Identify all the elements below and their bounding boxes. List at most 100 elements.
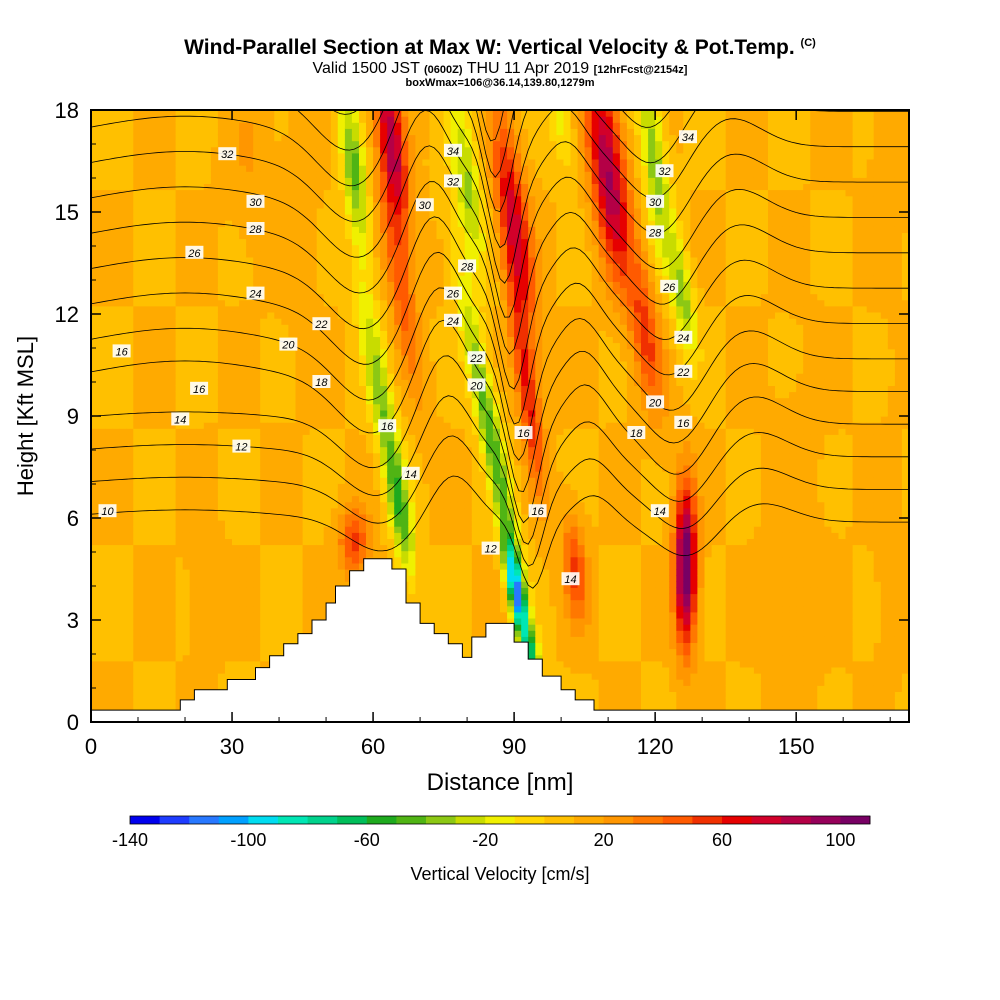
velocity-cell <box>168 673 177 680</box>
velocity-cell <box>210 232 219 240</box>
velocity-cell <box>302 152 311 160</box>
velocity-cell <box>217 275 226 282</box>
velocity-cell <box>217 171 226 178</box>
velocity-cell <box>295 581 304 588</box>
velocity-cell <box>323 385 332 393</box>
velocity-cell <box>232 458 240 466</box>
velocity-cell <box>380 226 388 233</box>
velocity-cell <box>274 477 282 484</box>
velocity-cell <box>401 342 409 350</box>
velocity-cell <box>154 379 163 386</box>
velocity-cell <box>330 287 339 295</box>
velocity-cell <box>274 354 282 362</box>
velocity-cell <box>401 428 409 435</box>
velocity-cell <box>133 599 141 607</box>
velocity-cell <box>126 189 134 197</box>
velocity-cell <box>436 599 445 607</box>
velocity-cell <box>196 483 205 490</box>
velocity-cell <box>133 691 141 699</box>
velocity-cell <box>401 226 409 233</box>
velocity-cell <box>295 538 304 546</box>
velocity-cell <box>436 556 445 564</box>
velocity-cell <box>147 342 156 350</box>
velocity-cell <box>253 128 261 136</box>
velocity-cell <box>302 403 311 411</box>
velocity-cell <box>182 495 191 503</box>
velocity-cell <box>344 220 353 227</box>
velocity-cell <box>373 165 381 172</box>
velocity-cell <box>119 624 127 631</box>
velocity-cell <box>182 434 191 442</box>
velocity-cell <box>344 318 353 325</box>
velocity-cell <box>239 336 247 344</box>
velocity-cell <box>415 244 424 252</box>
velocity-cell <box>210 575 219 582</box>
velocity-cell <box>323 312 332 319</box>
velocity-cell <box>422 244 431 252</box>
velocity-cell <box>140 501 149 509</box>
velocity-cell <box>401 477 409 484</box>
velocity-cell <box>401 360 409 368</box>
velocity-cell <box>189 397 198 405</box>
velocity-cell <box>316 483 325 490</box>
velocity-cell <box>422 569 431 576</box>
velocity-cell <box>422 550 431 558</box>
velocity-cell <box>436 550 445 558</box>
velocity-cell <box>351 477 360 484</box>
velocity-cell <box>408 575 416 582</box>
velocity-cell <box>260 520 268 527</box>
velocity-cell <box>105 409 113 417</box>
velocity-cell <box>408 201 416 209</box>
velocity-cell <box>415 507 424 515</box>
velocity-cell <box>281 446 290 454</box>
velocity-cell <box>415 416 424 423</box>
velocity-cell <box>429 562 438 570</box>
velocity-cell <box>217 440 226 448</box>
velocity-cell <box>161 391 170 399</box>
velocity-cell <box>175 611 184 619</box>
velocity-cell <box>373 244 381 252</box>
velocity-cell <box>133 513 141 521</box>
velocity-cell <box>161 434 170 442</box>
velocity-cell <box>253 299 261 307</box>
velocity-cell <box>373 275 381 282</box>
velocity-cell <box>161 318 170 325</box>
velocity-cell <box>217 250 226 258</box>
velocity-cell <box>232 367 240 374</box>
velocity-cell <box>203 177 212 184</box>
velocity-cell <box>203 477 212 484</box>
velocity-cell <box>380 501 388 509</box>
velocity-cell <box>175 544 184 552</box>
velocity-cell <box>168 122 177 129</box>
velocity-cell <box>98 409 106 417</box>
velocity-cell <box>217 416 226 423</box>
velocity-cell <box>91 465 99 472</box>
velocity-cell <box>380 256 388 264</box>
velocity-cell <box>302 489 311 497</box>
velocity-cell <box>196 354 205 362</box>
velocity-cell <box>394 201 402 209</box>
velocity-cell <box>429 569 438 576</box>
velocity-cell <box>274 348 282 356</box>
velocity-cell <box>105 238 113 246</box>
velocity-cell <box>210 177 219 184</box>
velocity-cell <box>175 110 184 117</box>
velocity-cell <box>253 465 261 472</box>
velocity-cell <box>126 520 134 527</box>
velocity-cell <box>429 189 438 197</box>
velocity-cell <box>408 318 416 325</box>
velocity-cell <box>373 330 381 337</box>
velocity-cell <box>98 220 106 227</box>
velocity-cell <box>154 471 163 478</box>
velocity-cell <box>344 165 353 172</box>
velocity-cell <box>373 550 381 558</box>
velocity-cell <box>246 495 254 503</box>
velocity-cell <box>140 495 149 503</box>
velocity-cell <box>344 385 353 393</box>
velocity-cell <box>232 207 240 215</box>
velocity-cell <box>373 446 381 454</box>
velocity-cell <box>316 550 325 558</box>
velocity-cell <box>415 263 424 270</box>
velocity-cell <box>316 538 325 546</box>
velocity-cell <box>140 422 149 429</box>
